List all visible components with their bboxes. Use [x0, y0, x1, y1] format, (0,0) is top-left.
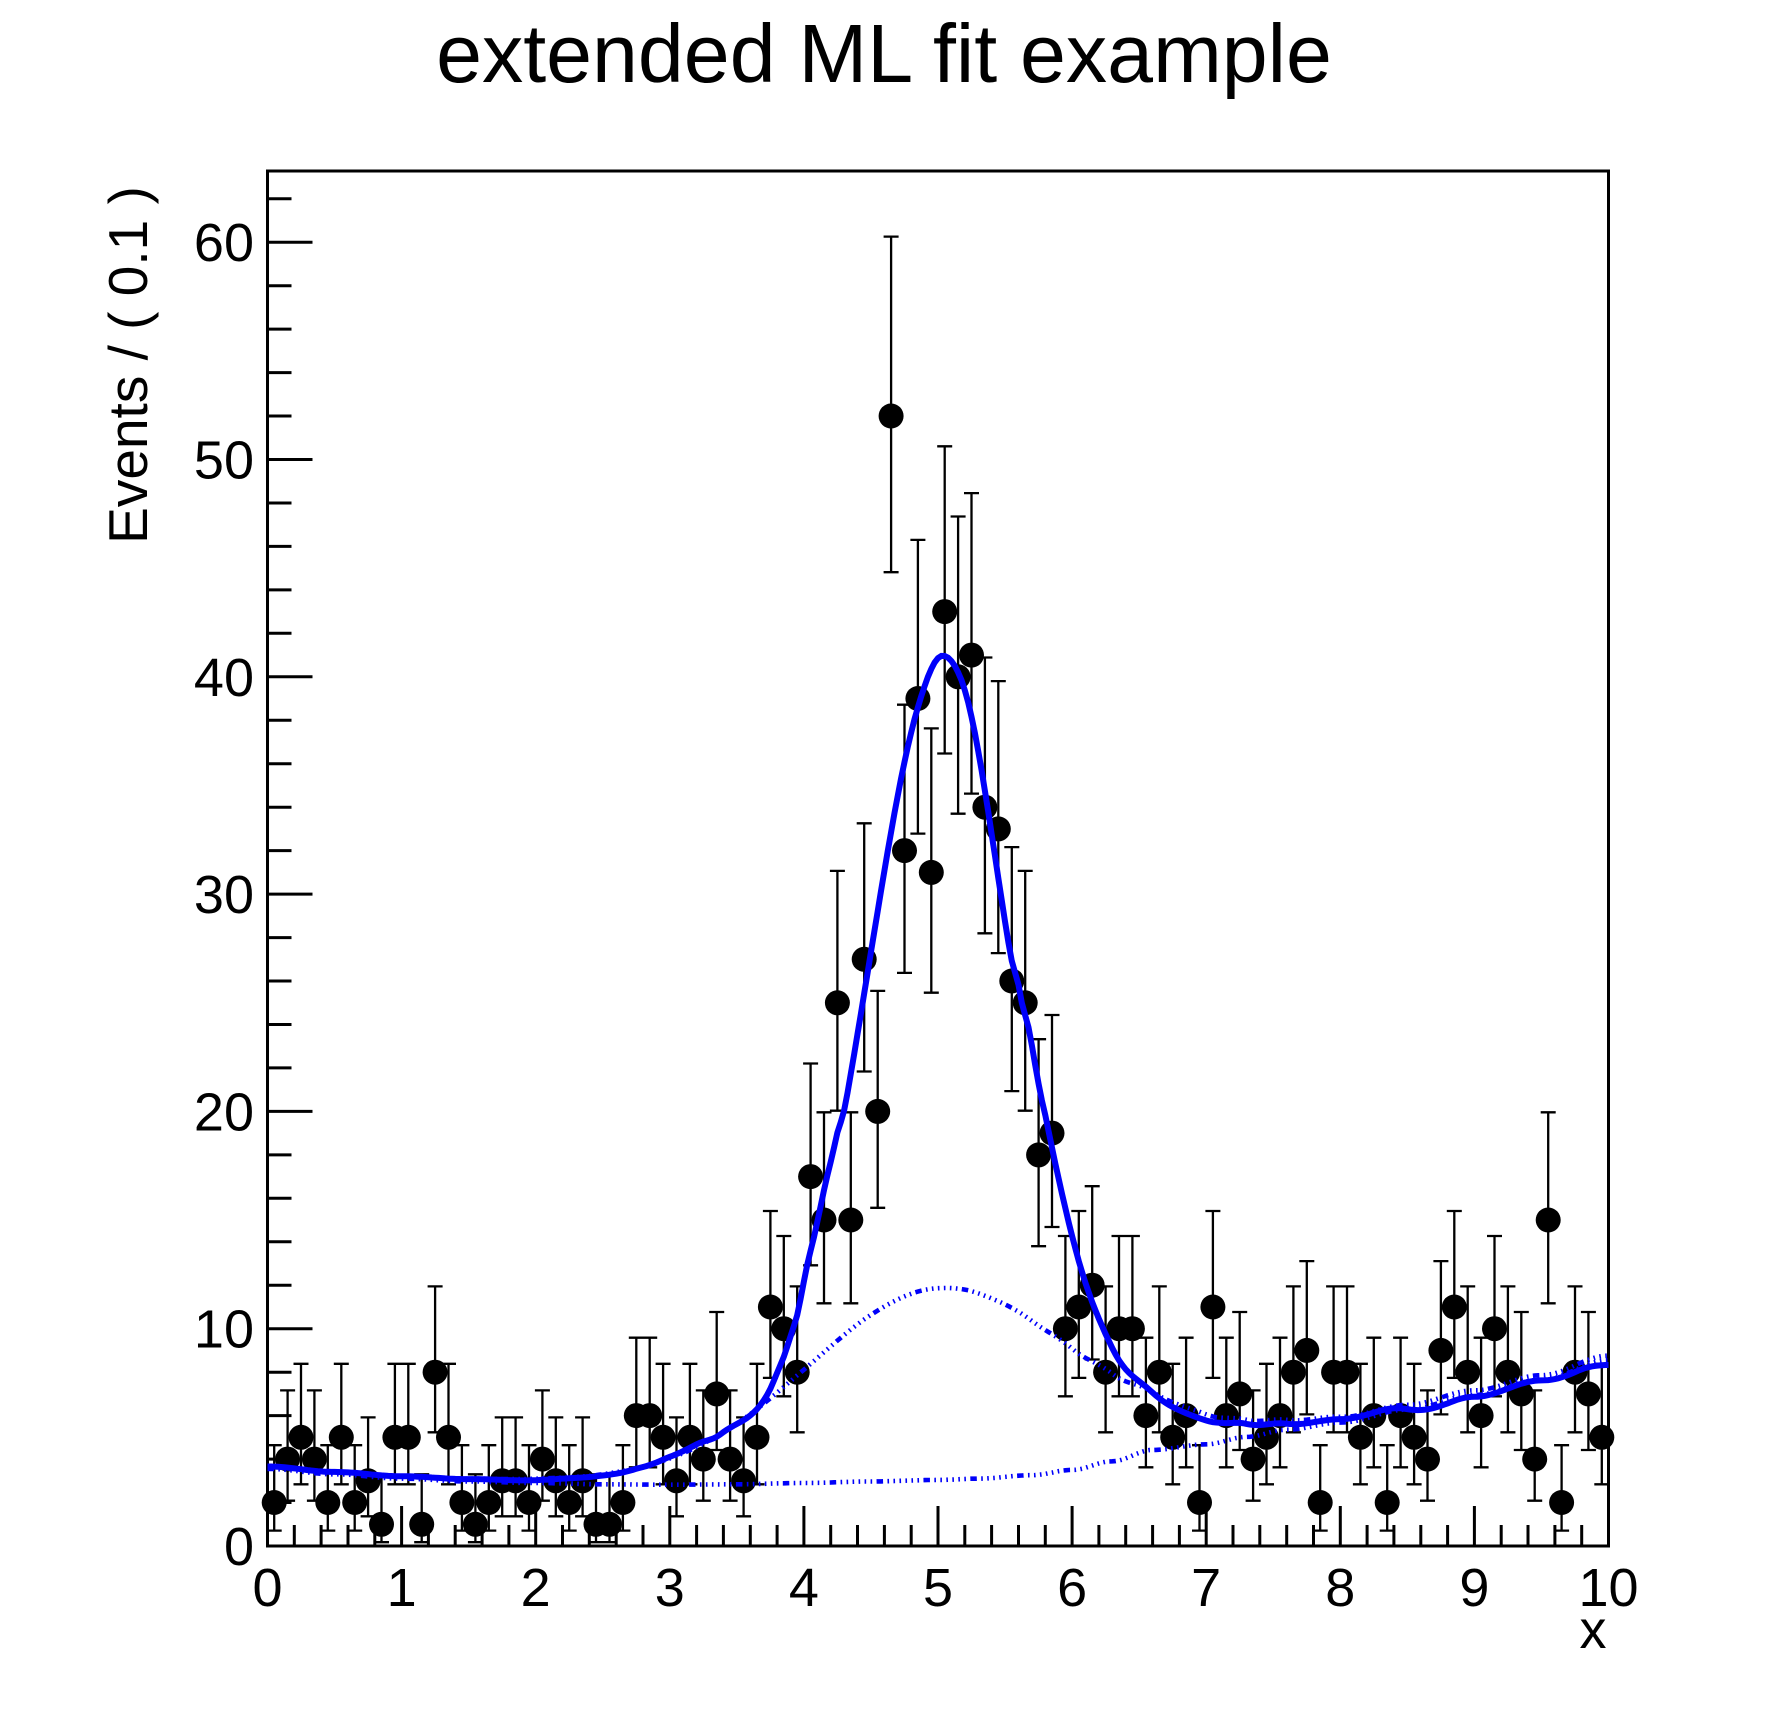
svg-text:5: 5 — [923, 1558, 953, 1618]
svg-text:4: 4 — [789, 1558, 819, 1618]
svg-text:8: 8 — [1325, 1558, 1355, 1618]
svg-text:30: 30 — [194, 865, 254, 925]
svg-text:0: 0 — [224, 1517, 254, 1577]
svg-text:7: 7 — [1191, 1558, 1221, 1618]
svg-text:40: 40 — [194, 648, 254, 708]
svg-text:1: 1 — [387, 1558, 417, 1618]
svg-text:60: 60 — [194, 213, 254, 273]
svg-text:10: 10 — [194, 1300, 254, 1360]
svg-text:20: 20 — [194, 1082, 254, 1142]
svg-text:extended ML fit example: extended ML fit example — [436, 8, 1332, 100]
svg-text:2: 2 — [521, 1558, 551, 1618]
svg-text:3: 3 — [655, 1558, 685, 1618]
svg-text:50: 50 — [194, 431, 254, 491]
svg-text:x: x — [1580, 1600, 1607, 1660]
svg-text:9: 9 — [1459, 1558, 1489, 1618]
svg-text:0: 0 — [252, 1558, 282, 1618]
svg-text:Events / ( 0.1 ): Events / ( 0.1 ) — [97, 186, 159, 544]
svg-text:10: 10 — [1578, 1558, 1638, 1618]
svg-text:6: 6 — [1057, 1558, 1087, 1618]
